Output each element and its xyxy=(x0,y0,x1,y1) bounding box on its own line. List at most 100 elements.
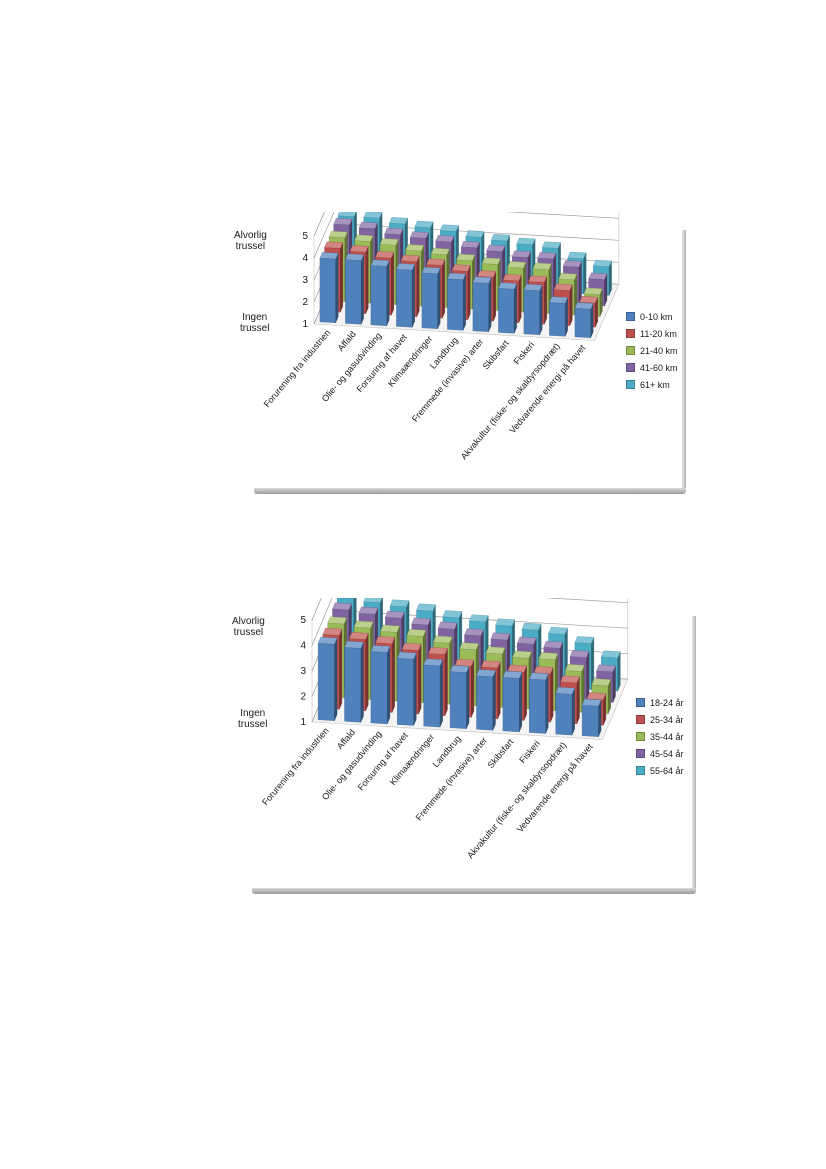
y-tick-label: 3 xyxy=(300,666,306,677)
bar-top xyxy=(456,253,476,261)
category-label: Skibsfart xyxy=(485,736,515,770)
bar-top xyxy=(502,274,522,282)
bar-side xyxy=(387,646,391,724)
bar-top xyxy=(498,282,517,290)
bar-side xyxy=(365,246,369,314)
bar xyxy=(397,651,417,726)
bar-top xyxy=(345,253,364,261)
y-tick-label: 2 xyxy=(300,692,306,703)
bar-top xyxy=(344,640,364,649)
y-tick-label: 4 xyxy=(302,253,308,264)
bar-top xyxy=(516,237,536,245)
bar-top xyxy=(327,616,347,625)
legend-swatch xyxy=(626,346,635,355)
bar-top xyxy=(588,272,608,280)
bar-top xyxy=(375,636,395,644)
bar-top xyxy=(565,664,585,672)
bar-side xyxy=(545,673,549,734)
bar-top xyxy=(328,230,348,238)
bar-front xyxy=(397,658,414,726)
frame-shadow xyxy=(254,488,686,494)
legend-label: 41-60 km xyxy=(640,362,678,373)
bar-top xyxy=(349,245,369,253)
bar-top xyxy=(586,692,607,700)
chart-legend: 0-10 km 11-20 km 21-40 km 41-60 km 61+ km xyxy=(626,308,678,393)
legend-label: 61+ km xyxy=(640,379,670,390)
legend-swatch xyxy=(636,749,645,758)
bar-top xyxy=(583,287,603,295)
bar-side xyxy=(565,297,568,337)
legend-item: 21-40 km xyxy=(626,342,678,359)
bar-top xyxy=(440,224,459,232)
bar-side xyxy=(576,676,580,724)
y-tick-label: 1 xyxy=(300,717,306,728)
bar-top xyxy=(411,617,431,626)
bar-top xyxy=(491,234,510,242)
bar-top xyxy=(523,283,543,291)
bar-side xyxy=(391,637,395,713)
frame-shadow xyxy=(252,888,696,894)
bar-side xyxy=(386,260,390,326)
bar-top xyxy=(385,610,405,619)
bar-front xyxy=(472,282,489,332)
bar-side xyxy=(334,637,338,721)
y-tick-label: 4 xyxy=(300,641,306,652)
y-bottom-label: Ingen trussel xyxy=(240,312,270,334)
bar-side xyxy=(514,283,517,334)
bar-top xyxy=(430,247,450,255)
bar-top xyxy=(338,209,357,217)
bar-side xyxy=(361,254,364,325)
legend-swatch xyxy=(636,766,645,775)
bar-top xyxy=(317,636,338,645)
bar-side xyxy=(518,275,522,323)
legend-item: 18-24 år xyxy=(636,694,684,711)
bar-side xyxy=(539,284,543,335)
legend-swatch xyxy=(626,329,635,338)
bar-top xyxy=(447,272,466,280)
bar-side xyxy=(586,651,590,701)
bar-top xyxy=(396,263,415,271)
bar-top xyxy=(537,252,557,260)
y-tick-label: 3 xyxy=(302,275,308,286)
bar-front xyxy=(370,265,387,326)
bar-top xyxy=(370,645,391,653)
bar-side xyxy=(519,672,523,732)
bar-top xyxy=(532,262,552,270)
legend-item: 61+ km xyxy=(626,376,678,393)
legend-swatch xyxy=(626,380,635,389)
bar-top xyxy=(358,606,379,615)
y-bottom-label: Ingen trussel xyxy=(238,708,268,730)
category-label: Fiskeri xyxy=(517,738,542,765)
bar-top xyxy=(533,666,554,674)
category-label: Forsuring af havet xyxy=(356,730,411,792)
bar-top xyxy=(517,636,537,645)
bar-top xyxy=(548,626,568,635)
bar xyxy=(317,636,338,721)
bar xyxy=(498,282,517,334)
bar-front xyxy=(523,289,540,335)
bar-top xyxy=(512,650,532,659)
bar-top xyxy=(486,244,506,252)
bar-top xyxy=(449,665,470,673)
bar-top xyxy=(591,678,611,687)
bar-top xyxy=(409,231,429,239)
bar-top xyxy=(555,686,575,695)
bar-top xyxy=(549,296,568,304)
bar-front xyxy=(529,678,546,734)
bar xyxy=(370,259,390,326)
legend-item: 45-54 år xyxy=(636,745,684,762)
bar-top xyxy=(401,642,422,651)
frame-edge xyxy=(682,230,686,488)
bar-top xyxy=(543,640,563,649)
bar-front xyxy=(396,269,413,328)
legend-label: 0-10 km xyxy=(640,311,673,322)
bar-side xyxy=(617,651,621,692)
bar-front xyxy=(423,664,441,728)
bar xyxy=(472,276,492,332)
bar-top xyxy=(437,621,458,630)
bar-front xyxy=(421,272,438,329)
bar-side xyxy=(493,271,496,322)
bar xyxy=(319,252,339,323)
